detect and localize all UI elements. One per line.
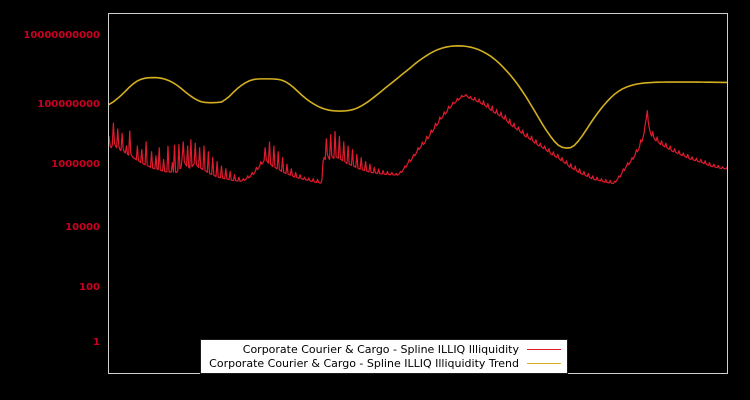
chart-legend: Corporate Courier & Cargo - Spline ILLIQ… <box>200 339 568 374</box>
y-axis-tick-labels: 10000000000 100000000 1000000 10000 100 … <box>0 0 104 400</box>
legend-swatch-illiquidity <box>527 348 561 350</box>
legend-label: Corporate Courier & Cargo - Spline ILLIQ… <box>242 342 519 356</box>
series-layer <box>109 45 727 185</box>
y-tick-label: 1 <box>93 337 100 348</box>
plot-svg <box>109 45 727 185</box>
series-line-illiquidity <box>109 93 727 185</box>
plot-area <box>108 13 728 374</box>
legend-swatch-trend <box>527 362 561 364</box>
y-tick-label: 100 <box>79 282 100 293</box>
y-tick-label: 100000000 <box>37 99 100 110</box>
y-tick-label: 10000 <box>65 222 100 233</box>
legend-item: Corporate Courier & Cargo - Spline ILLIQ… <box>207 356 561 370</box>
y-tick-label: 1000000 <box>51 159 100 170</box>
series-line-trend <box>109 45 727 149</box>
y-tick-label: 10000000000 <box>23 30 100 41</box>
legend-label: Corporate Courier & Cargo - Spline ILLIQ… <box>209 356 519 370</box>
legend-item: Corporate Courier & Cargo - Spline ILLIQ… <box>207 342 561 356</box>
